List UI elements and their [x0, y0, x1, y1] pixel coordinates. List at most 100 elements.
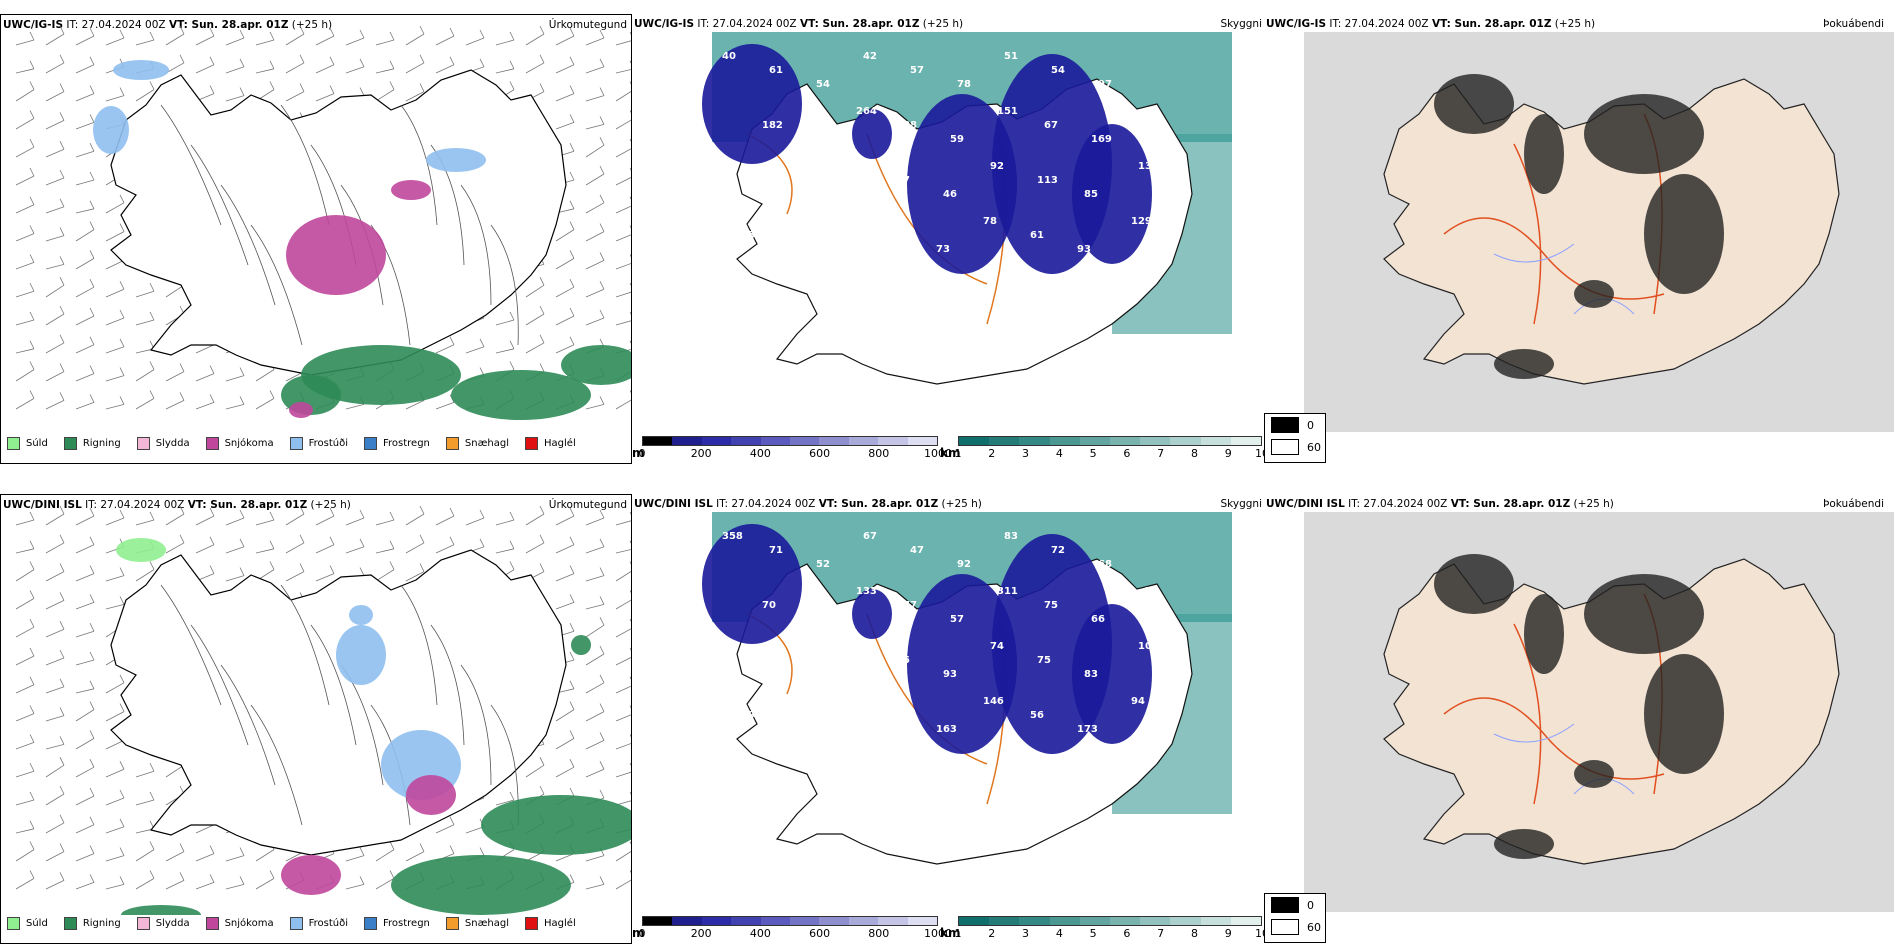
fog-legend-item: 0: [1265, 894, 1325, 916]
colorbar-step: [672, 437, 702, 445]
fog-dense-area: [1584, 94, 1704, 174]
legend-swatch: [364, 437, 377, 450]
legend-item: Rigning: [63, 917, 121, 930]
colorbar-step: [959, 917, 990, 925]
fog-dense-area: [1574, 760, 1614, 788]
colorbar-tick: 5: [1089, 447, 1097, 460]
precip-legend: Súld Rigning Slydda Snjókoma Frostúði Frostre…: [7, 437, 592, 450]
precip-area: [391, 180, 431, 200]
colorbar-step: [959, 437, 990, 445]
ceiling-value-label: 66: [1091, 614, 1105, 625]
legend-item: Súld: [7, 917, 48, 930]
ceiling-value-label: 55: [849, 161, 863, 172]
colorbar-step: [1170, 917, 1201, 925]
colorbar-step: [731, 917, 761, 925]
legend-label: Haglél: [544, 438, 576, 449]
precip-area: [571, 635, 591, 655]
ceiling-value-label: 92: [990, 161, 1004, 172]
low-ceiling-area: [852, 109, 892, 159]
legend-item: Slydda: [136, 437, 190, 450]
ceiling-value-label: 54: [1051, 65, 1065, 76]
ceiling-unit: m: [632, 926, 645, 940]
ceiling-value-label: 133: [856, 586, 877, 597]
precip-legend: Súld Rigning Slydda Snjókoma Frostúði Frostre…: [7, 917, 592, 930]
ceiling-value-label: 173: [1077, 724, 1098, 735]
ceiling-value-label: 77: [903, 600, 917, 611]
colorbar-step: [878, 437, 908, 445]
fog-map: [1304, 512, 1894, 912]
legend-item: Haglél: [525, 917, 576, 930]
ceiling-value-label: 99: [788, 779, 802, 790]
colorbar-step: [1049, 917, 1080, 925]
ceiling-value-label: 129: [1131, 216, 1152, 227]
ceiling-value-label: 73: [936, 244, 950, 255]
precip-panel-row1: UWC/IG-IS IT: 27.04.2024 00Z VT: Sun. 28…: [0, 14, 632, 464]
colorbar-step: [1170, 437, 1201, 445]
ceiling-value-label: 52: [816, 559, 830, 570]
precip-area: [116, 538, 166, 562]
cloud-panel-row2: UWC/DINI ISL IT: 27.04.2024 00Z VT: Sun.…: [632, 494, 1264, 944]
ceiling-value-label: 64: [802, 669, 816, 680]
colorbar-step: [907, 437, 938, 445]
legend-swatch: [7, 437, 20, 450]
colorbar-step: [819, 437, 849, 445]
ceiling-value-label: 66: [809, 134, 823, 145]
ceiling-value-label: 135: [1138, 161, 1159, 172]
iceland-outline: [1383, 558, 1840, 865]
colorbar-tick: 9: [1224, 447, 1232, 460]
ceiling-value-label: 75: [1044, 600, 1058, 611]
colorbar-tick: 0: [638, 447, 646, 460]
legend-swatch: [364, 917, 377, 930]
colorbar-step: [1200, 437, 1231, 445]
legend-label: Slydda: [155, 438, 190, 449]
legend-label: Frostregn: [383, 918, 430, 929]
fog-dense-area: [1494, 829, 1554, 859]
ceiling-value-label: 358: [722, 531, 743, 542]
colorbar-step: [878, 917, 908, 925]
colorbar-tick: 800: [868, 447, 890, 460]
product-title: Skyggni: [1220, 498, 1263, 510]
ceiling-value-label: 59: [741, 765, 755, 776]
product-title: Þokuábendi: [1823, 18, 1884, 30]
colorbar-tick: 1: [954, 447, 962, 460]
colorbar-tick: 400: [749, 447, 771, 460]
colorbar-tick: 400: [749, 927, 771, 940]
colorbar-step: [1049, 437, 1080, 445]
ceiling-value-label: 311: [997, 586, 1018, 597]
colorbar-tick: 7: [1157, 927, 1165, 940]
colorbar-tick: 600: [809, 927, 831, 940]
fog-legend-label: 0: [1307, 418, 1314, 432]
fog-dense-area: [1434, 554, 1514, 614]
legend-label: Frostúði: [308, 918, 348, 929]
fog-swatch: [1271, 897, 1299, 913]
legend-label: Haglél: [544, 918, 576, 929]
legend-label: Rigning: [82, 918, 121, 929]
ceiling-value-label: 95: [748, 710, 762, 721]
ceiling-value-label: 94: [1131, 696, 1145, 707]
legend-label: Rigning: [82, 438, 121, 449]
colorbar-tick: 800: [868, 927, 890, 940]
ceiling-value-label: 77: [755, 655, 769, 666]
product-title: Skyggni: [1220, 18, 1263, 30]
ceiling-value-label: 78: [983, 216, 997, 227]
ceiling-value-label: 75: [1037, 655, 1051, 666]
ceiling-value-label: 47: [910, 545, 924, 556]
fog-dense-area: [1494, 349, 1554, 379]
precip-map: [15, 505, 631, 915]
precip-map: [15, 25, 631, 420]
low-ceiling-area: [702, 44, 802, 164]
ceiling-value-label: 77: [889, 710, 903, 721]
ceiling-value-label: 70: [762, 600, 776, 611]
ceiling-value-label: 46: [943, 189, 957, 200]
precip-area: [301, 345, 461, 405]
legend-label: Snæhagl: [464, 438, 510, 449]
precip-area: [481, 795, 631, 855]
low-ceiling-area: [1072, 604, 1152, 744]
fog-dense-area: [1524, 114, 1564, 194]
colorbar-step: [1230, 437, 1262, 445]
legend-label: Frostregn: [383, 438, 430, 449]
panel-header: UWC/IG-IS IT: 27.04.2024 00Z VT: Sun. 28…: [634, 18, 964, 30]
colorbar-tick: 1000: [924, 927, 952, 940]
colorbar-tick: 1: [954, 927, 962, 940]
ceiling-value-label: 108: [842, 216, 863, 227]
